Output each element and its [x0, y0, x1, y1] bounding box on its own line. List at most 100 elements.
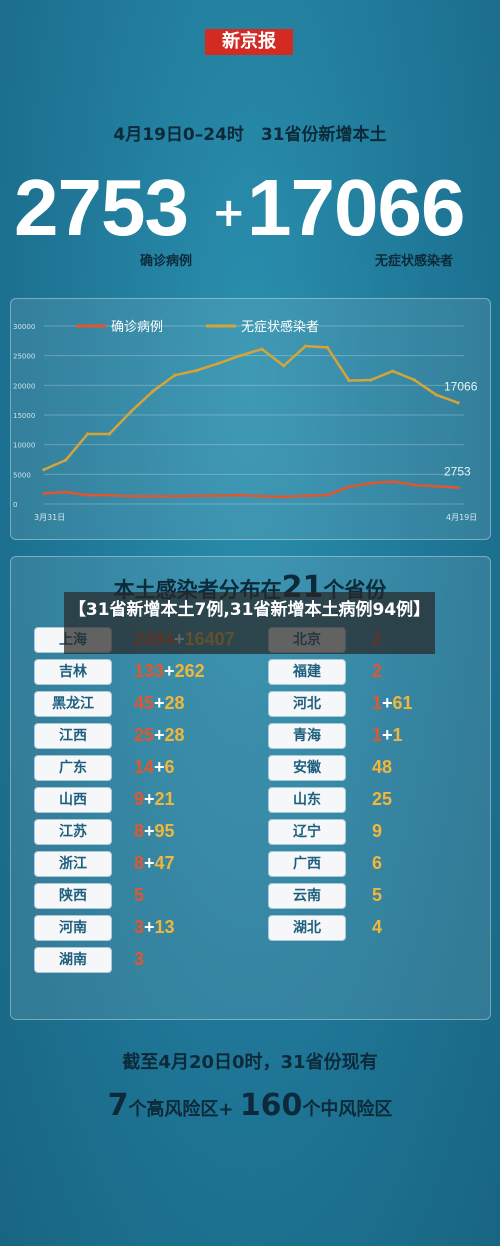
data-point: [260, 347, 264, 351]
data-point: [369, 378, 373, 382]
plus-sign: +: [154, 693, 165, 713]
mid-risk-label: 个中风险区: [302, 1099, 393, 1120]
brand-logo: 新京报: [205, 29, 293, 55]
province-values: 4: [372, 915, 382, 939]
province-name: 青海: [268, 723, 346, 749]
confirmed-value: 25: [134, 725, 155, 745]
confirmed-label: 确诊病例: [140, 254, 193, 269]
confirmed-value: 14: [134, 757, 155, 777]
data-point: [216, 494, 220, 498]
data-point: [151, 494, 155, 498]
data-point: [238, 493, 242, 497]
data-point: [325, 345, 329, 349]
data-point: [391, 369, 395, 373]
plus-sign: +: [144, 821, 155, 841]
data-point: [347, 378, 351, 383]
confirmed-value: 9: [134, 789, 145, 809]
plus-sign: +: [144, 917, 155, 937]
series-line: [43, 480, 459, 499]
legend-label: 无症状感染者: [241, 319, 319, 335]
plus-sign: +: [382, 693, 393, 713]
data-point: [412, 483, 417, 487]
province-values: 6: [372, 851, 382, 875]
footer-line1: 截至4月20日0时，31省份现有: [122, 1052, 378, 1073]
asymptomatic-value: 4: [372, 917, 383, 937]
asymptomatic-value: 28: [164, 693, 185, 713]
data-point: [347, 485, 351, 489]
overlay-caption: 【31省新增本土7例,31省新增本土病例94例】: [64, 592, 435, 654]
data-point: [456, 401, 460, 405]
province-name: 福建: [268, 659, 346, 685]
y-tick-label: 5000: [13, 471, 31, 479]
asymptomatic-value: 5: [372, 885, 383, 905]
asymptomatic-value: 47: [154, 853, 175, 873]
plus-sign: +: [144, 853, 155, 873]
data-point: [129, 409, 133, 414]
data-point: [434, 393, 438, 397]
province-values: 133+262: [134, 659, 205, 683]
date-line: 4月19日0–24时 31省份新增本土: [113, 125, 387, 145]
province-name: 浙江: [34, 851, 112, 877]
province-values: 48: [372, 755, 392, 779]
x-axis-label: 4月19日: [446, 513, 477, 522]
x-axis-label: 3月31日: [34, 513, 65, 522]
province-name: 广东: [34, 755, 112, 781]
asymptomatic-value: 6: [372, 853, 383, 873]
confirmed-value: 3: [134, 917, 145, 937]
data-point: [303, 344, 308, 348]
data-point: [129, 494, 133, 498]
confirmed-value: 133: [134, 661, 165, 681]
confirmed-value: 5: [134, 885, 145, 905]
data-point: [107, 493, 111, 497]
y-tick-label: 10000: [13, 442, 35, 450]
province-values: 25+28: [134, 723, 185, 747]
confirmed-value: 8: [134, 853, 145, 873]
data-point: [173, 494, 177, 498]
asymptomatic-value: 9: [372, 821, 383, 841]
province-name: 山东: [268, 787, 346, 813]
province-values: 1+1: [372, 723, 403, 747]
confirmed-value: 45: [134, 693, 155, 713]
data-point: [260, 494, 264, 498]
series-end-label: 2753: [444, 465, 471, 479]
high-risk-count: 7: [107, 1088, 129, 1123]
province-values: 5: [134, 883, 144, 907]
province-name: 安徽: [268, 755, 346, 781]
province-values: 9: [372, 819, 382, 843]
data-point: [369, 481, 373, 485]
province-name: 河北: [268, 691, 346, 717]
province-name: 吉林: [34, 659, 112, 685]
confirmed-value: 8: [134, 821, 145, 841]
plus-sign: +: [144, 789, 155, 809]
legend-label: 确诊病例: [111, 320, 163, 335]
asymptomatic-value: 95: [154, 821, 175, 841]
province-values: 5: [372, 883, 382, 907]
confirmed-value: 1: [372, 693, 383, 713]
asymptomatic-value: 262: [174, 661, 205, 681]
province-values: 14+6: [134, 755, 175, 779]
plus-sign: +: [212, 190, 246, 236]
data-point: [173, 373, 177, 377]
y-tick-label: 30000: [13, 323, 35, 331]
trend-chart: 0 5000 10000 15000 20000 25000 30000 2753 17066…: [13, 319, 478, 522]
asymptomatic-value: 25: [372, 789, 393, 809]
data-point: [434, 484, 438, 488]
plus-sign: +: [154, 757, 165, 777]
confirmed-value: 1: [372, 725, 383, 745]
province-values: 2: [372, 659, 382, 683]
province-values: 3: [134, 947, 144, 971]
high-risk-label: 个高风险区+: [128, 1099, 234, 1120]
data-point: [85, 432, 90, 436]
province-name: 湖北: [268, 915, 346, 941]
confirmed-value: 3: [134, 949, 145, 969]
province-name: 江西: [34, 723, 112, 749]
asymptomatic-value: 61: [392, 693, 413, 713]
province-name: 云南: [268, 883, 346, 909]
asymptomatic-value: 1: [392, 725, 403, 745]
data-point: [216, 361, 220, 365]
province-name: 广西: [268, 851, 346, 877]
y-tick-label: 0: [13, 501, 17, 509]
data-point: [282, 364, 286, 368]
confirmed-count: 2753: [14, 163, 189, 252]
plus-sign: +: [164, 661, 175, 681]
